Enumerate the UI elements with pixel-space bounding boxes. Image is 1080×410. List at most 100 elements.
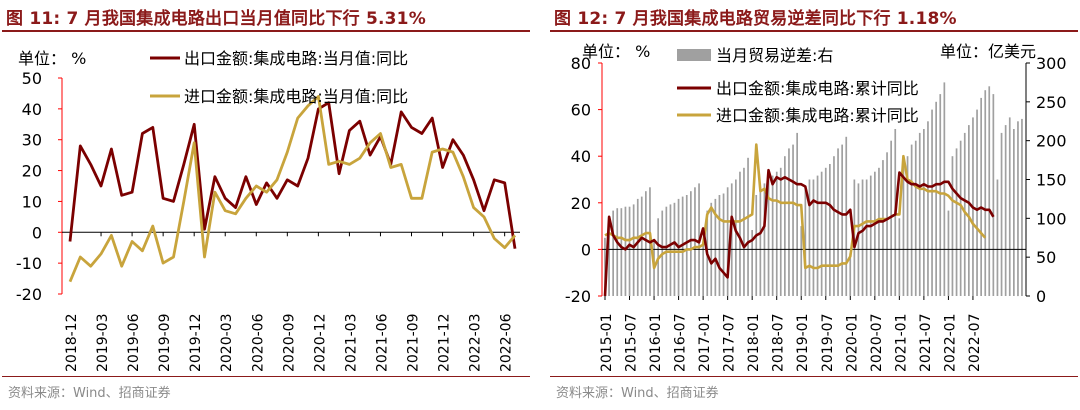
- y-tick-label: 80: [571, 54, 591, 73]
- deficit-bar: [976, 109, 978, 296]
- deficit-bar: [718, 195, 721, 296]
- x-tick-label: 2022-01: [942, 314, 958, 373]
- deficit-bar: [694, 187, 696, 296]
- x-tick-label: 2019-01: [795, 314, 811, 373]
- x-tick-label: 2020-01: [844, 314, 860, 373]
- x-tick-label: 2020-09: [281, 314, 297, 373]
- deficit-bar: [869, 175, 872, 296]
- y-tick-label: -20: [565, 287, 591, 306]
- x-tick-label: 2016-07: [673, 314, 689, 373]
- deficit-bar: [837, 148, 839, 296]
- deficit-bar: [959, 140, 962, 296]
- title-rule: [550, 30, 1078, 32]
- deficit-bar: [763, 183, 766, 296]
- chart-panel-1: 图 11: 7 月我国集成电路出口当月值同比下行 5.31% -20 -10 0 10…: [0, 0, 535, 410]
- deficit-bar: [955, 148, 958, 296]
- deficit-bar: [771, 175, 774, 296]
- deficit-bar: [608, 218, 610, 296]
- x-tick-label: 2016-01: [648, 314, 664, 373]
- deficit-bar: [612, 210, 614, 296]
- y2-tick-label: 150: [1036, 171, 1067, 190]
- deficit-bar: [616, 208, 619, 296]
- deficit-bar: [849, 253, 852, 296]
- deficit-bar: [722, 193, 725, 296]
- x-tick-label: 2018-01: [746, 314, 762, 373]
- x-tick-label: 2021-03: [343, 314, 359, 373]
- source-note: 资料来源：Wind、招商证券: [8, 386, 171, 401]
- y-tick-label: 60: [571, 101, 591, 120]
- unit-label-left: 单位： %: [582, 42, 650, 61]
- deficit-bar: [1000, 132, 1003, 296]
- deficit-bar: [833, 156, 835, 296]
- y-tick-label: 20: [571, 194, 591, 213]
- y2-tick-label: 0: [1036, 287, 1046, 306]
- legend-label: 进口金额:集成电路:当月值:同比: [184, 87, 408, 106]
- x-tick-label: 2017-07: [722, 314, 738, 373]
- deficit-bar: [824, 167, 827, 296]
- deficit-bar: [857, 183, 860, 296]
- deficit-bar: [685, 195, 688, 296]
- legend-label: 当月贸易逆差:右: [716, 46, 833, 65]
- deficit-bar: [779, 167, 782, 296]
- trade-deficit-chart: -20 0 20 40 60 80 0 50 100 150 200 250 300 2015-01 201…: [565, 42, 1067, 373]
- deficit-bar: [775, 171, 778, 296]
- deficit-bar: [861, 179, 864, 296]
- deficit-bar: [927, 121, 929, 297]
- deficit-bar: [820, 171, 823, 296]
- deficit-bar: [996, 179, 999, 296]
- deficit-bar: [636, 198, 639, 296]
- deficit-bar: [702, 243, 704, 296]
- deficit-bar: [804, 187, 807, 296]
- deficit-bar: [812, 179, 815, 296]
- deficit-bar: [1004, 125, 1007, 296]
- deficit-bar: [939, 94, 942, 296]
- deficit-bar: [690, 191, 692, 296]
- x-tick-label: 2020-12: [312, 314, 328, 373]
- unit-label: 单位： %: [18, 49, 86, 68]
- y-tick-label: -10: [16, 254, 42, 273]
- x-tick-label: 2018-07: [771, 314, 787, 373]
- deficit-bar: [767, 179, 770, 296]
- x-tick-label: 2021-09: [406, 314, 422, 373]
- y-tick-label: 50: [22, 69, 42, 88]
- y2-tick-label: 250: [1036, 93, 1067, 112]
- export-cumulative-line: [603, 168, 995, 297]
- y2-tick-label: 200: [1036, 132, 1067, 151]
- x-tick-label: 2021-06: [374, 313, 390, 372]
- chart-title: 图 11: 7 月我国集成电路出口当月值同比下行 5.31%: [6, 9, 426, 29]
- y-tick-label: 20: [22, 162, 42, 181]
- deficit-bar: [910, 144, 913, 296]
- deficit-bar: [796, 132, 798, 296]
- x-tick-label: 2020-03: [219, 314, 235, 373]
- deficit-bar: [882, 160, 884, 296]
- deficit-bar: [792, 144, 794, 296]
- deficit-bar: [735, 179, 737, 296]
- deficit-bar: [788, 148, 790, 296]
- x-tick-label: 2019-03: [95, 314, 111, 373]
- deficit-bar: [914, 140, 917, 296]
- deficit-bar: [968, 125, 970, 296]
- x-tick-label: 2019-07: [820, 314, 836, 373]
- deficit-bar: [1013, 129, 1015, 296]
- deficit-bar: [1008, 117, 1011, 297]
- source-rule: [550, 376, 1078, 377]
- x-tick-label: 2022-07: [967, 314, 983, 373]
- deficit-bar: [980, 97, 982, 297]
- deficit-bar: [800, 226, 803, 296]
- x-tick-label: 2020-06: [250, 313, 266, 372]
- deficit-bar: [829, 164, 831, 296]
- source-rule: [2, 376, 530, 377]
- deficit-bar: [620, 208, 623, 296]
- deficit-bar: [931, 109, 933, 296]
- deficit-bar: [947, 210, 950, 296]
- deficit-bar: [878, 167, 880, 296]
- deficit-bar: [1021, 118, 1023, 297]
- deficit-bar: [865, 179, 868, 296]
- y2-tick-label: 300: [1036, 54, 1067, 73]
- export-yoy-line: [68, 101, 517, 249]
- deficit-bar: [1017, 121, 1019, 297]
- x-tick-label: 2015-07: [624, 314, 640, 373]
- deficit-bar: [992, 94, 995, 296]
- title-rule: [2, 30, 530, 32]
- deficit-bar: [755, 195, 758, 296]
